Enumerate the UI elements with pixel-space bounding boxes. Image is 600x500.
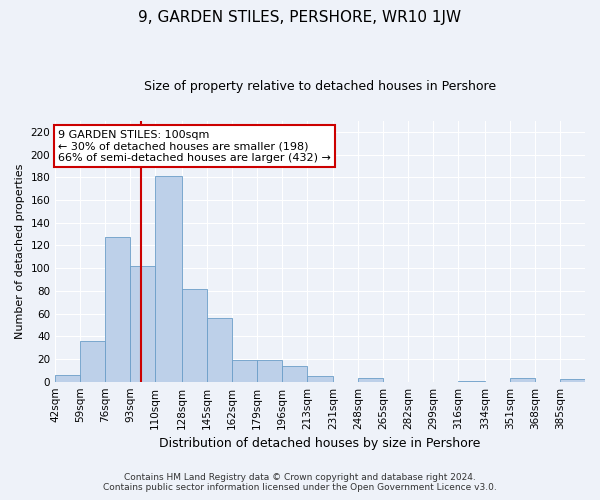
Bar <box>257 360 282 382</box>
Bar <box>182 288 207 382</box>
Bar <box>55 375 80 382</box>
Bar <box>510 378 535 382</box>
Bar <box>155 176 182 382</box>
Bar <box>80 341 105 382</box>
Bar <box>130 266 155 382</box>
Bar <box>282 366 307 382</box>
Text: Contains HM Land Registry data © Crown copyright and database right 2024.
Contai: Contains HM Land Registry data © Crown c… <box>103 473 497 492</box>
Y-axis label: Number of detached properties: Number of detached properties <box>15 164 25 339</box>
Bar <box>358 378 383 382</box>
Title: Size of property relative to detached houses in Pershore: Size of property relative to detached ho… <box>144 80 496 93</box>
Bar <box>232 360 257 382</box>
Bar <box>560 380 585 382</box>
Text: 9, GARDEN STILES, PERSHORE, WR10 1JW: 9, GARDEN STILES, PERSHORE, WR10 1JW <box>139 10 461 25</box>
Text: 9 GARDEN STILES: 100sqm
← 30% of detached houses are smaller (198)
66% of semi-d: 9 GARDEN STILES: 100sqm ← 30% of detache… <box>58 130 331 163</box>
Bar <box>458 380 485 382</box>
X-axis label: Distribution of detached houses by size in Pershore: Distribution of detached houses by size … <box>160 437 481 450</box>
Bar <box>307 376 334 382</box>
Bar <box>105 238 130 382</box>
Bar <box>207 318 232 382</box>
